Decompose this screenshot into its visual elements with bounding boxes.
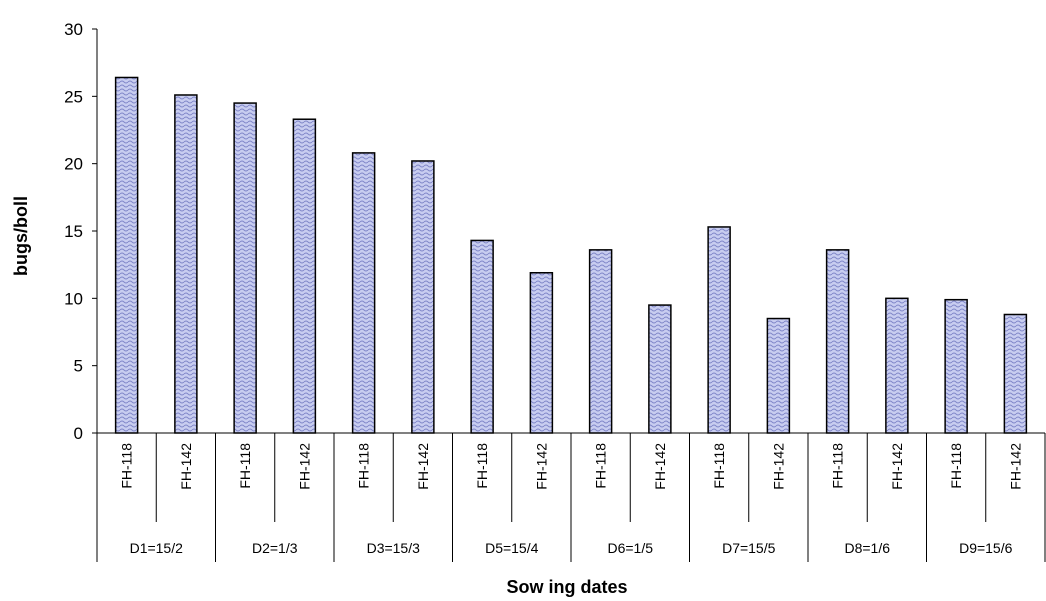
category-label: FH-142: [770, 443, 786, 490]
y-axis-title: bugs/boll: [11, 196, 31, 276]
category-label: FH-118: [474, 443, 490, 489]
bar-D8=1/6-FH-142: [885, 297, 909, 434]
group-label: D6=1/5: [607, 540, 653, 556]
category-label: FH-142: [415, 443, 431, 490]
y-tick-label: 30: [64, 20, 83, 39]
y-tick-label: 0: [74, 424, 83, 443]
bar-D3=15/3-FH-142: [411, 160, 435, 434]
y-tick-label: 25: [64, 87, 83, 106]
y-tick-label: 20: [64, 155, 83, 174]
group-label: D1=15/2: [130, 540, 184, 556]
bar-D5=15/4-FH-118: [470, 239, 494, 434]
bar-D6=1/5-FH-142: [648, 304, 672, 434]
category-label: FH-142: [178, 443, 194, 490]
category-label: FH-118: [237, 443, 253, 489]
category-label: FH-118: [593, 443, 609, 489]
bar-D1=15/2-FH-142: [174, 94, 198, 434]
labels-layer: 0 5 10 15 20 25 30 FH-118 FH-142 FH-118 FH-142 FH-1…: [64, 20, 1023, 556]
bar-D2=1/3-FH-118: [233, 102, 257, 434]
category-label: FH-142: [652, 443, 668, 490]
category-label: FH-142: [889, 443, 905, 490]
group-label: D8=1/6: [844, 540, 890, 556]
bar-D6=1/5-FH-118: [588, 249, 613, 434]
bar-D9=15/6-FH-142: [1003, 313, 1028, 434]
category-label: FH-142: [296, 443, 312, 490]
category-label: FH-118: [119, 443, 135, 489]
category-label: FH-142: [533, 443, 549, 490]
category-label: FH-118: [830, 443, 846, 489]
category-label: FH-118: [948, 443, 964, 489]
group-label: D9=15/6: [959, 540, 1013, 556]
group-label: D5=15/4: [485, 540, 539, 556]
bar-D1=15/2-FH-118: [114, 76, 139, 434]
x-axis-title: Sow ing dates: [506, 577, 627, 597]
bar-D3=15/3-FH-118: [351, 152, 376, 434]
category-label: FH-118: [711, 443, 727, 489]
y-tick-label: 15: [64, 222, 83, 241]
group-label: D3=15/3: [367, 540, 421, 556]
bar-D5=15/4-FH-142: [529, 271, 554, 434]
bar-D7=15/5-FH-142: [766, 317, 791, 434]
y-tick-label: 5: [74, 357, 83, 376]
category-label: FH-142: [1007, 443, 1023, 490]
y-tick-label: 10: [64, 289, 83, 308]
axes-layer: [92, 28, 1046, 562]
group-label: D7=15/5: [722, 540, 776, 556]
bars-layer: [114, 76, 1028, 434]
group-label: D2=1/3: [252, 540, 298, 556]
bar-D9=15/6-FH-118: [944, 298, 968, 434]
bar-D7=15/5-FH-118: [707, 226, 731, 434]
bar-D8=1/6-FH-118: [825, 249, 850, 434]
bar-D2=1/3-FH-142: [292, 118, 317, 434]
category-label: FH-118: [356, 443, 372, 489]
